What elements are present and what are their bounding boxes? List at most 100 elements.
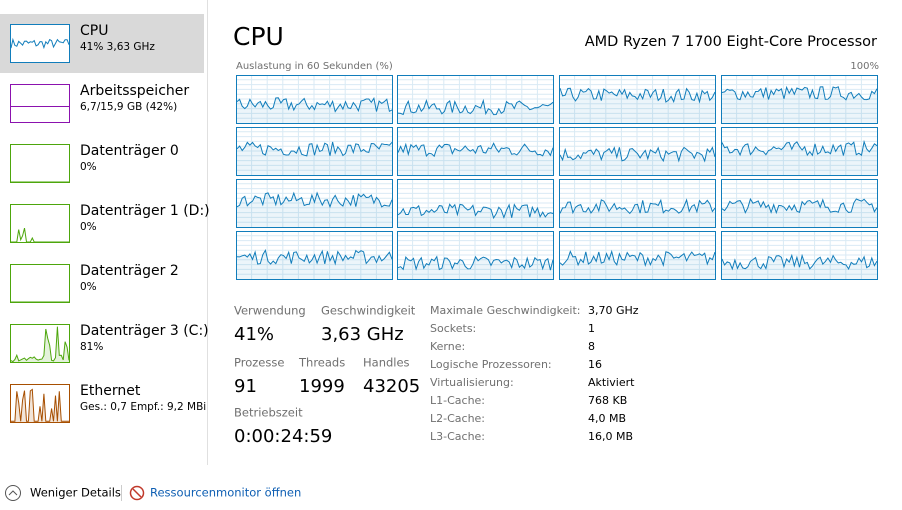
resource-monitor-link[interactable]: Ressourcenmonitor öffnen — [150, 486, 301, 500]
stat-value: 43205 — [363, 376, 420, 397]
graph-trace — [559, 146, 716, 163]
detail-label: Sockets: — [430, 322, 476, 335]
graph-trace — [236, 191, 393, 209]
stat-label: Threads — [298, 356, 345, 370]
graph-trace — [397, 203, 554, 220]
sidebar-item[interactable]: Datenträger 2 0% — [10, 263, 179, 303]
sidebar-item[interactable]: Arbeitsspeicher 6,7/15,9 GB (42%) — [10, 83, 190, 123]
item-subtitle: 0% — [80, 281, 97, 293]
graph-area — [722, 199, 877, 227]
detail-label: L3-Cache: — [430, 430, 485, 443]
graph-area — [237, 250, 392, 279]
monitor-icon-slash — [132, 488, 142, 498]
item-title: CPU — [80, 23, 108, 39]
graph-trace — [721, 139, 878, 157]
core-graph — [559, 231, 716, 280]
graph-trace — [559, 249, 716, 268]
detail-value: 3,70 GHz — [588, 304, 639, 317]
item-subtitle: 41% 3,63 GHz — [80, 41, 155, 53]
graph-trace — [721, 85, 878, 101]
detail-label: Logische Prozessoren: — [430, 358, 552, 371]
graph-trace — [236, 141, 393, 157]
item-title: Datenträger 2 — [80, 263, 179, 279]
detail-label: Kerne: — [430, 340, 465, 353]
graph-area — [560, 199, 715, 227]
item-subtitle: 0% — [80, 221, 97, 233]
thumbnail — [10, 144, 70, 183]
thumbnail-trace — [10, 37, 70, 50]
stat-value: 0:00:24:59 — [234, 426, 332, 447]
graph-trace — [721, 253, 878, 271]
processor-name: AMD Ryzen 7 1700 Eight-Core Processor — [585, 34, 877, 50]
graph-area — [560, 251, 715, 279]
graph-area — [398, 100, 553, 123]
stat-value: 3,63 GHz — [321, 324, 404, 345]
item-subtitle: Ges.: 0,7 Empf.: 9,2 MBi — [80, 401, 206, 413]
detail-label: L2-Cache: — [430, 412, 485, 425]
core-graph — [397, 231, 554, 280]
item-title: Datenträger 3 (C:) — [80, 323, 209, 339]
detail-value: 16 — [588, 358, 602, 371]
graph-trace — [397, 142, 554, 158]
thumbnail — [10, 264, 70, 303]
item-title: Datenträger 1 (D:) — [80, 203, 210, 219]
stat-value: 41% — [234, 324, 274, 345]
item-title: Datenträger 0 — [80, 143, 179, 159]
core-graph — [236, 179, 393, 228]
fewer-details[interactable]: Weniger Details — [30, 486, 121, 500]
core-graph — [721, 231, 878, 280]
item-title: Arbeitsspeicher — [80, 83, 189, 99]
detail-value: 4,0 MB — [588, 412, 626, 425]
collapse-icon[interactable] — [5, 485, 21, 501]
thumbnail-trace — [11, 388, 69, 422]
thumbnail — [10, 324, 70, 363]
graph-trace — [721, 197, 878, 215]
detail-label: Maximale Geschwindigkeit: — [430, 304, 580, 317]
thumbnail — [10, 24, 70, 63]
graph-trace — [236, 248, 393, 266]
core-graph — [236, 127, 393, 176]
stat-label: Geschwindigkeit — [321, 304, 416, 318]
core-graph — [721, 179, 878, 228]
thumbnail — [10, 204, 70, 243]
core-graph — [721, 127, 878, 176]
item-subtitle: 81% — [80, 341, 103, 353]
collapse-arrow — [8, 490, 18, 496]
sidebar-item[interactable]: CPU 41% 3,63 GHz — [0, 14, 204, 73]
item-subtitle: 6,7/15,9 GB (42%) — [80, 101, 177, 113]
sidebar-item[interactable]: Ethernet Ges.: 0,7 Empf.: 9,2 MBi — [10, 383, 207, 423]
detail-value: 16,0 MB — [588, 430, 633, 443]
core-graph — [397, 75, 554, 124]
stat-label: Betriebszeit — [234, 406, 303, 420]
graph-trace — [559, 198, 716, 215]
core-graph — [236, 75, 393, 124]
detail-value: Aktiviert — [588, 376, 635, 389]
core-graph — [236, 231, 393, 280]
sidebar-item[interactable]: Datenträger 3 (C:) 81% — [10, 323, 209, 363]
footer: Weniger Details Ressourcenmonitor öffnen — [5, 485, 301, 501]
detail-value: 768 KB — [588, 394, 627, 407]
core-graph — [559, 127, 716, 176]
graph-area — [237, 192, 392, 227]
thumbnail-area — [11, 326, 69, 362]
stat-label: Handles — [363, 356, 410, 370]
graph-area — [398, 256, 553, 279]
sidebar-item[interactable]: Datenträger 0 0% — [10, 143, 179, 183]
graph-area — [560, 88, 715, 123]
detail-value: 1 — [588, 322, 595, 335]
graph-area — [722, 141, 877, 175]
thumbnail-trace — [10, 326, 70, 363]
graph-area — [560, 147, 715, 175]
graph-area — [722, 86, 877, 123]
core-graph — [397, 179, 554, 228]
thumbnail — [10, 84, 70, 123]
graph-max-label: 100% — [850, 61, 879, 72]
sidebar-item[interactable]: Datenträger 1 (D:) 0% — [10, 203, 210, 243]
graph-area — [398, 143, 553, 175]
stat-value: 1999 — [299, 376, 345, 397]
graph-trace — [397, 255, 554, 271]
graph-label: Auslastung in 60 Sekunden (%) — [236, 61, 393, 72]
stat-label: Prozesse — [234, 356, 284, 370]
item-subtitle: 0% — [80, 161, 97, 173]
